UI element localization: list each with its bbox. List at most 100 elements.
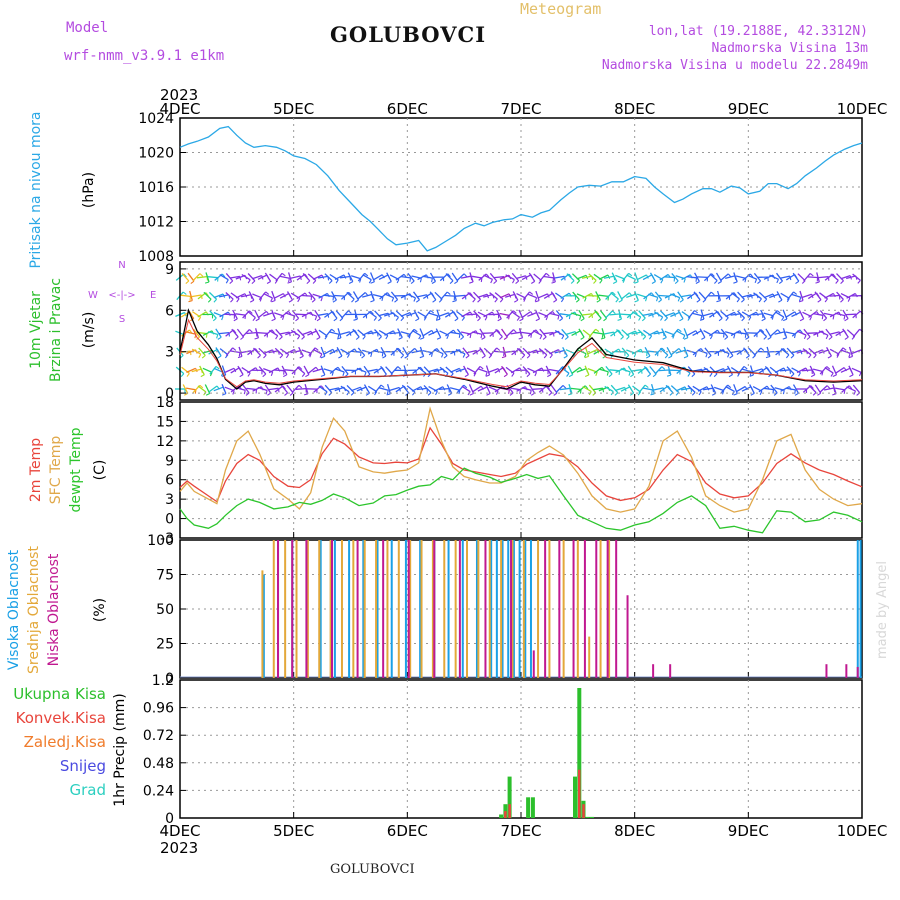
wind-barb-tick: [346, 353, 350, 358]
wind-barb: [733, 272, 738, 283]
wind-barb-tick: [464, 374, 469, 378]
wind-barb-tick: [454, 318, 459, 322]
wind-barb: [501, 365, 508, 375]
wind-barb-tick: [297, 335, 301, 340]
wind-barb: [691, 312, 703, 317]
wind-barb: [576, 349, 587, 355]
wind-barb: [254, 328, 260, 339]
wind-barb: [801, 369, 813, 372]
wind-barb-tick: [836, 353, 840, 358]
wind-barb: [320, 346, 326, 357]
wind-barb: [521, 387, 532, 391]
wind-barb: [725, 311, 735, 318]
wind-barb: [341, 310, 349, 319]
wind-barb: [699, 328, 706, 338]
wind-barb: [254, 309, 260, 320]
wind-barb-tick: [449, 280, 454, 284]
top-x-tick-label: 9DEC: [728, 100, 769, 118]
wind-barb-tick: [221, 316, 224, 321]
wind-barb-tick: [515, 280, 520, 285]
wind-barb: [548, 312, 560, 317]
wind-barb: [631, 331, 642, 335]
wind-barb: [786, 291, 795, 301]
wind-barb-tick: [199, 384, 204, 389]
wind-barb-tick: [497, 318, 502, 322]
footer-title: GOLUBOVCI: [330, 862, 415, 877]
wind-barb-tick: [761, 318, 766, 322]
wind-barb: [576, 274, 587, 280]
wind-barb-tick: [303, 393, 309, 396]
wind-barb-tick: [584, 297, 587, 302]
wind-barb: [797, 273, 806, 282]
wind-barb-tick: [281, 272, 286, 277]
wind-barb: [433, 386, 444, 392]
wind-barb: [334, 368, 345, 373]
wind-barb-tick: [348, 281, 354, 284]
wind-barb-tick: [677, 297, 681, 302]
wind-barb-tick: [477, 299, 481, 303]
wind-barb: [548, 368, 560, 372]
wind-barb: [730, 330, 741, 337]
wind-barb-tick: [644, 384, 649, 389]
wind-barb: [357, 292, 366, 300]
wind-barb: [274, 385, 284, 393]
wind-barb: [544, 310, 553, 319]
wind-barb-tick: [570, 280, 575, 284]
wind-barb: [835, 329, 845, 337]
compass-east-label: E: [150, 290, 156, 301]
wind-barb-tick: [230, 298, 234, 303]
wind-barb: [456, 328, 465, 338]
model-name: wrf-nmm_v3.9.1 e1km: [64, 48, 225, 64]
wind-barb-tick: [374, 391, 378, 396]
wind-barb-tick: [543, 354, 548, 359]
wind-barb: [505, 329, 515, 338]
wind-barb: [769, 366, 779, 375]
wind-barb-tick: [782, 348, 787, 352]
wind-barb: [209, 365, 217, 375]
wind-barb: [846, 329, 856, 337]
wind-barb: [852, 310, 861, 319]
wind-barb: [791, 311, 801, 318]
wind-barb-tick: [215, 365, 220, 370]
wind-barb-tick: [824, 298, 828, 303]
wind-barb: [621, 272, 630, 282]
wind-barb: [196, 275, 208, 279]
wind-barb: [846, 292, 856, 299]
wind-barb: [400, 275, 411, 279]
wind-barb: [753, 272, 762, 282]
wind-barb-tick: [776, 310, 781, 314]
wind-barb: [290, 329, 301, 337]
wind-barb: [450, 367, 460, 373]
wind-barb: [814, 291, 822, 301]
wind-barb-tick: [265, 291, 270, 295]
wind-barb: [848, 346, 854, 357]
wind-barb-tick: [180, 373, 185, 377]
meteogram-label: Meteogram: [520, 0, 602, 18]
wind-barb: [670, 293, 680, 299]
wind-barb: [649, 272, 657, 282]
wind-barb-tick: [674, 280, 679, 285]
wind-barb-tick: [301, 373, 306, 377]
wind-barb: [709, 273, 718, 282]
wind-barb: [550, 291, 558, 301]
wind-barb-tick: [394, 299, 398, 303]
wind-barb-tick: [512, 279, 515, 284]
wind-barb: [568, 384, 573, 394]
wind-barb: [620, 368, 631, 373]
wind-barb: [323, 348, 334, 355]
wind-barb-tick: [409, 277, 412, 282]
wind-barb-tick: [810, 385, 814, 389]
wind-barb: [367, 331, 378, 335]
wind-barb: [582, 292, 592, 299]
wind-barb: [213, 386, 224, 392]
wind-barb-tick: [549, 354, 553, 359]
wind-barb: [440, 291, 448, 301]
wind-barb: [659, 273, 669, 281]
wind-barb: [221, 365, 227, 376]
wind-barb-tick: [711, 273, 715, 277]
wind-barb: [237, 365, 244, 375]
wind-barb: [258, 366, 267, 375]
wind-barb: [473, 310, 481, 319]
wind-barb: [552, 272, 556, 283]
wind-barb: [735, 275, 747, 280]
